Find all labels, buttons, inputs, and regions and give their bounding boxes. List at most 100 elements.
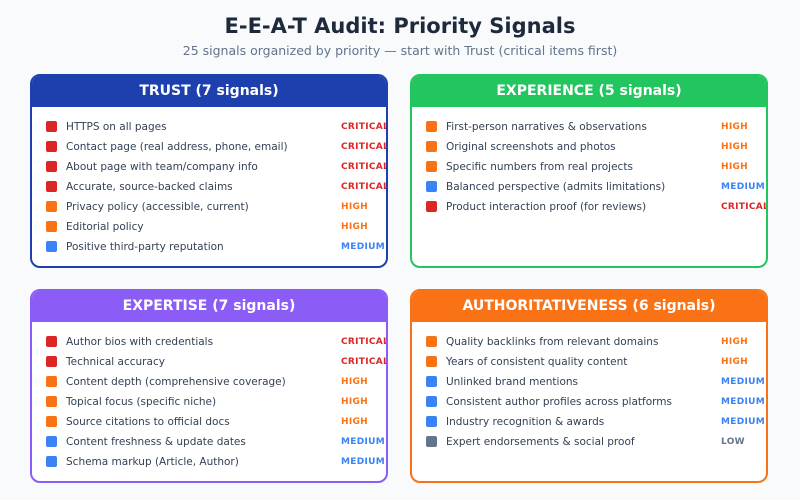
- priority-marker: [46, 436, 57, 447]
- signal-row: Schema markup (Article, Author) MEDIUM: [32, 454, 386, 474]
- signal-row: Specific numbers from real projects HIGH: [412, 159, 766, 179]
- signal-label: Positive third-party reputation: [66, 241, 224, 253]
- signal-row: Accurate, source-backed claims CRITICAL: [32, 179, 388, 199]
- signal-row: Original screenshots and photos HIGH: [412, 139, 766, 159]
- panel-title: EXPERTISE (7 signals): [32, 291, 386, 322]
- signal-label: Original screenshots and photos: [446, 141, 616, 153]
- signal-row: Positive third-party reputation MEDIUM: [32, 239, 386, 259]
- signal-row: Balanced perspective (admits limitations…: [412, 179, 766, 199]
- priority-marker: [426, 356, 437, 367]
- signal-label: Content depth (comprehensive coverage): [66, 376, 286, 388]
- priority-marker: [426, 336, 437, 347]
- priority-badge: HIGH: [341, 222, 369, 232]
- signal-label: Technical accuracy: [66, 356, 165, 368]
- priority-marker: [426, 201, 437, 212]
- priority-badge: HIGH: [721, 122, 749, 132]
- priority-badge: CRITICAL: [341, 337, 388, 347]
- signal-label: Topical focus (specific niche): [66, 396, 217, 408]
- priority-marker: [46, 456, 57, 467]
- signal-label: Product interaction proof (for reviews): [446, 201, 647, 213]
- priority-badge: LOW: [721, 437, 745, 447]
- priority-badge: CRITICAL: [341, 357, 388, 367]
- priority-badge: HIGH: [341, 397, 369, 407]
- signal-label: HTTPS on all pages: [66, 121, 167, 133]
- priority-marker: [426, 396, 437, 407]
- priority-badge: CRITICAL: [341, 182, 388, 192]
- signal-label: Source citations to official docs: [66, 416, 230, 428]
- signal-row: About page with team/company info CRITICA…: [32, 159, 388, 179]
- panel-title: AUTHORITATIVENESS (6 signals): [412, 291, 766, 322]
- priority-marker: [46, 141, 57, 152]
- signal-row: Expert endorsements & social proof LOW: [412, 434, 766, 454]
- priority-badge: HIGH: [341, 202, 369, 212]
- priority-badge: HIGH: [721, 142, 749, 152]
- page-subtitle: 25 signals organized by priority — start…: [182, 43, 618, 58]
- signal-row: Product interaction proof (for reviews) C…: [412, 199, 768, 219]
- signal-row: Editorial policy HIGH: [32, 219, 386, 239]
- priority-badge: HIGH: [721, 357, 749, 367]
- signal-row: Industry recognition & awards MEDIUM: [412, 414, 766, 434]
- signal-label: Years of consistent quality content: [446, 356, 628, 368]
- priority-marker: [426, 121, 437, 132]
- priority-marker: [46, 201, 57, 212]
- signal-label: Author bios with credentials: [66, 336, 214, 348]
- priority-badge: CRITICAL: [721, 202, 768, 212]
- priority-marker: [426, 141, 437, 152]
- signal-row: Consistent author profiles across platfo…: [412, 394, 766, 414]
- priority-marker: [426, 416, 437, 427]
- signal-row: Years of consistent quality content HIGH: [412, 354, 766, 374]
- signal-panel: EXPERTISE (7 signals) Author bios with cr…: [30, 289, 388, 483]
- signal-panel: TRUST (7 signals) HTTPS on all pages CRITI…: [30, 74, 388, 268]
- signal-label: Schema markup (Article, Author): [66, 456, 239, 468]
- priority-marker: [46, 221, 57, 232]
- signal-label: Contact page (real address, phone, email…: [66, 141, 288, 153]
- priority-marker: [46, 416, 57, 427]
- signal-row: Topical focus (specific niche) HIGH: [32, 394, 386, 414]
- signal-row: HTTPS on all pages CRITICAL: [32, 119, 388, 139]
- panel-title: EXPERIENCE (5 signals): [412, 76, 766, 107]
- signal-panel: EXPERIENCE (5 signals) First-person narra…: [410, 74, 768, 268]
- signal-label: Content freshness & update dates: [66, 436, 246, 448]
- priority-badge: MEDIUM: [341, 457, 385, 467]
- priority-badge: CRITICAL: [341, 122, 388, 132]
- priority-marker: [46, 161, 57, 172]
- priority-badge: HIGH: [721, 337, 749, 347]
- signal-row: Quality backlinks from relevant domains H…: [412, 334, 766, 354]
- priority-badge: HIGH: [341, 377, 369, 387]
- priority-marker: [426, 161, 437, 172]
- priority-badge: HIGH: [721, 162, 749, 172]
- page-title: E-E-A-T Audit: Priority Signals: [224, 14, 576, 38]
- signal-label: Editorial policy: [66, 221, 144, 233]
- signal-label: First-person narratives & observations: [446, 121, 647, 133]
- priority-badge: HIGH: [341, 417, 369, 427]
- priority-badge: CRITICAL: [341, 162, 388, 172]
- priority-badge: MEDIUM: [341, 242, 385, 252]
- priority-marker: [426, 436, 437, 447]
- signal-label: Privacy policy (accessible, current): [66, 201, 249, 213]
- signal-label: Consistent author profiles across platfo…: [446, 396, 672, 408]
- signal-panel: AUTHORITATIVENESS (6 signals) Quality bac…: [410, 289, 768, 483]
- priority-marker: [426, 181, 437, 192]
- priority-badge: MEDIUM: [721, 182, 765, 192]
- signal-label: Accurate, source-backed claims: [66, 181, 233, 193]
- signal-row: Contact page (real address, phone, email…: [32, 139, 386, 159]
- priority-marker: [426, 376, 437, 387]
- signal-row: Technical accuracy CRITICAL: [32, 354, 388, 374]
- priority-marker: [46, 181, 57, 192]
- priority-marker: [46, 396, 57, 407]
- signal-row: Source citations to official docs HIGH: [32, 414, 386, 434]
- signal-row: Privacy policy (accessible, current) HIGH: [32, 199, 386, 219]
- priority-badge: MEDIUM: [721, 417, 765, 427]
- signal-label: Expert endorsements & social proof: [446, 436, 635, 448]
- signal-row: Content depth (comprehensive coverage) HI…: [32, 374, 386, 394]
- priority-badge: MEDIUM: [721, 397, 765, 407]
- panel-title: TRUST (7 signals): [32, 76, 386, 107]
- signal-row: First-person narratives & observations HI…: [412, 119, 766, 139]
- signal-label: Balanced perspective (admits limitations…: [446, 181, 666, 193]
- signal-row: Unlinked brand mentions MEDIUM: [412, 374, 766, 394]
- priority-marker: [46, 241, 57, 252]
- priority-marker: [46, 376, 57, 387]
- signal-label: About page with team/company info: [66, 161, 258, 173]
- signal-row: Author bios with credentials CRITICAL: [32, 334, 388, 354]
